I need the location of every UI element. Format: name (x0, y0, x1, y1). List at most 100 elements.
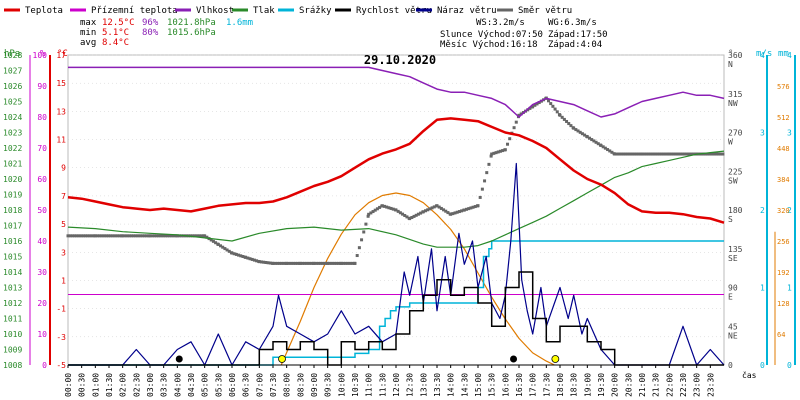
hpa-tick-label: 1024 (3, 113, 22, 122)
wind-direction-point (444, 209, 448, 213)
wind-direction-point (676, 152, 680, 156)
legend-item: Tlak (232, 6, 275, 16)
temp-tick-label: 13 (56, 107, 66, 116)
wind-direction-point (385, 205, 389, 209)
wind-direction-point (326, 261, 330, 265)
stats-humidity: 80% (142, 28, 159, 38)
wind-direction-point (225, 248, 229, 252)
wind-direction-point (191, 234, 195, 238)
x-axis: 00:00 00:30 01:00 01:30 02:00 02:30 03:00 03:30… (64, 365, 757, 397)
wind-direction-point (307, 261, 311, 265)
solar-tick-label: 64 (777, 331, 785, 339)
solar-tick-label: 192 (777, 269, 790, 277)
stats-block: max 12.5°C 96% 1021.8hPa 1.6mm min 5.1°C 80% 101… (80, 18, 608, 50)
wind-direction-point (260, 260, 264, 264)
wind-direction-point (266, 261, 270, 265)
wind-direction-point (100, 234, 104, 238)
wind-direction-point (371, 210, 375, 214)
pct-tick-label: 10 (37, 330, 47, 339)
wind-direction-point (159, 234, 163, 238)
wind-direction-point (375, 207, 379, 211)
wind-direction-point (355, 254, 359, 258)
pct-tick-label: 80 (37, 113, 47, 122)
dir-tick-label: 360 (728, 51, 743, 60)
temp-tick-label: 5 (61, 220, 66, 229)
wind-direction-point (594, 140, 598, 144)
wind-direction-point (127, 234, 131, 238)
wind-direction-point (421, 210, 425, 214)
wind-direction-point (412, 214, 416, 218)
wind-direction-point (221, 245, 225, 249)
x-tick-label: 19:30 (597, 373, 606, 397)
wind-direction-point (708, 152, 712, 156)
wind-direction-point (403, 214, 407, 218)
dir-tick-label: 0 (728, 361, 733, 370)
wind-direction-point (610, 150, 614, 154)
wind-direction-point (426, 208, 430, 212)
stats-rain: 1.6mm (226, 18, 253, 28)
wind-direction-point (615, 152, 619, 156)
wind-direction-point (585, 135, 589, 139)
wind-direction-point (535, 102, 539, 106)
wind-direction-point (168, 234, 172, 238)
x-tick-label: 05:00 (201, 373, 210, 397)
wind-direction-point (391, 207, 395, 211)
wind-direction-point (367, 212, 371, 216)
wind-direction-point (517, 113, 521, 117)
wind-direction-point (275, 261, 279, 265)
wind-direction-point (555, 110, 559, 114)
hpa-tick-label: 1023 (3, 129, 22, 138)
wind-direction-point (291, 261, 295, 265)
x-tick-label: 18:30 (570, 373, 579, 397)
pct-tick-label: 50 (37, 206, 47, 215)
stats-row-label: min (80, 28, 96, 38)
x-tick-label: 07:00 (255, 373, 264, 397)
wind-direction-point (287, 261, 291, 265)
wind-direction-point (165, 234, 169, 238)
x-tick-label: 07:30 (269, 373, 278, 397)
wind-direction-point (551, 104, 555, 108)
wind-direction-point (626, 152, 630, 156)
wind-direction-point (360, 238, 364, 242)
wind-direction-point (81, 234, 85, 238)
hpa-tick-label: 1011 (3, 315, 22, 324)
wind-direction-point (549, 102, 553, 106)
wind-direction-point (378, 205, 382, 209)
wind-direction-point (567, 122, 571, 126)
dir-tick-label: 270 (728, 129, 743, 138)
wind-direction-point (66, 234, 70, 238)
x-tick-label: 23:30 (706, 373, 715, 397)
legend-item: Směr větru (497, 6, 572, 16)
wind-direction-point (79, 234, 83, 238)
wind-direction-point (237, 253, 241, 257)
pct-tick-label: 60 (37, 175, 47, 184)
wind-direction-point (98, 234, 102, 238)
wind-direction-point (346, 261, 350, 265)
wind-direction-point (514, 120, 518, 124)
wind-direction-point (670, 152, 674, 156)
wind-direction-point (271, 261, 275, 265)
series-temperature (67, 117, 725, 224)
wind-direction-point (396, 209, 400, 213)
wind-direction-point (660, 152, 664, 156)
wind-direction-point (528, 106, 532, 110)
wind-direction-point (621, 152, 625, 156)
wind-direction-point (366, 214, 370, 218)
wind-direction-point (102, 234, 106, 238)
x-tick-label: 05:30 (214, 373, 223, 397)
temp-tick-label: 1 (61, 276, 66, 285)
wind-direction-point (672, 152, 676, 156)
temp-unit-label: °C (57, 49, 68, 59)
wind-direction-point (492, 151, 496, 155)
wind-direction-point (465, 207, 469, 211)
series-wind-direction (66, 96, 725, 265)
wind-direction-point (619, 152, 623, 156)
wind-direction-point (632, 152, 636, 156)
wind-direction-point (348, 261, 352, 265)
dir-tick-name: NW (728, 99, 738, 108)
series-humidity (68, 66, 725, 118)
x-tick-label: 21:30 (652, 373, 661, 397)
wind-direction-point (578, 130, 582, 134)
wind-direction-point (93, 234, 97, 238)
wind-direction-point (121, 234, 125, 238)
